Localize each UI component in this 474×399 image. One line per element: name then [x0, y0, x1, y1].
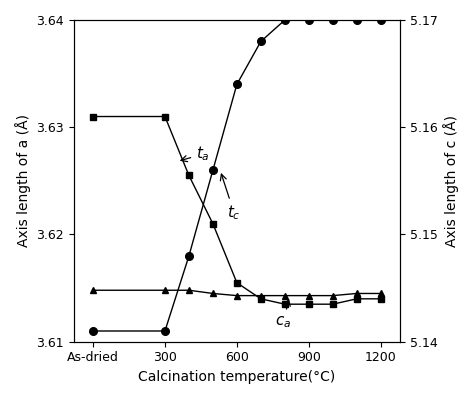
- X-axis label: Calcination temperature(°C): Calcination temperature(°C): [138, 370, 336, 384]
- Y-axis label: Axis length of a (Å): Axis length of a (Å): [15, 115, 31, 247]
- Text: $t_a$: $t_a$: [181, 145, 210, 164]
- Text: $c_a$: $c_a$: [275, 300, 292, 330]
- Y-axis label: Axis length of c (Å): Axis length of c (Å): [443, 115, 459, 247]
- Text: $t_c$: $t_c$: [220, 174, 241, 222]
